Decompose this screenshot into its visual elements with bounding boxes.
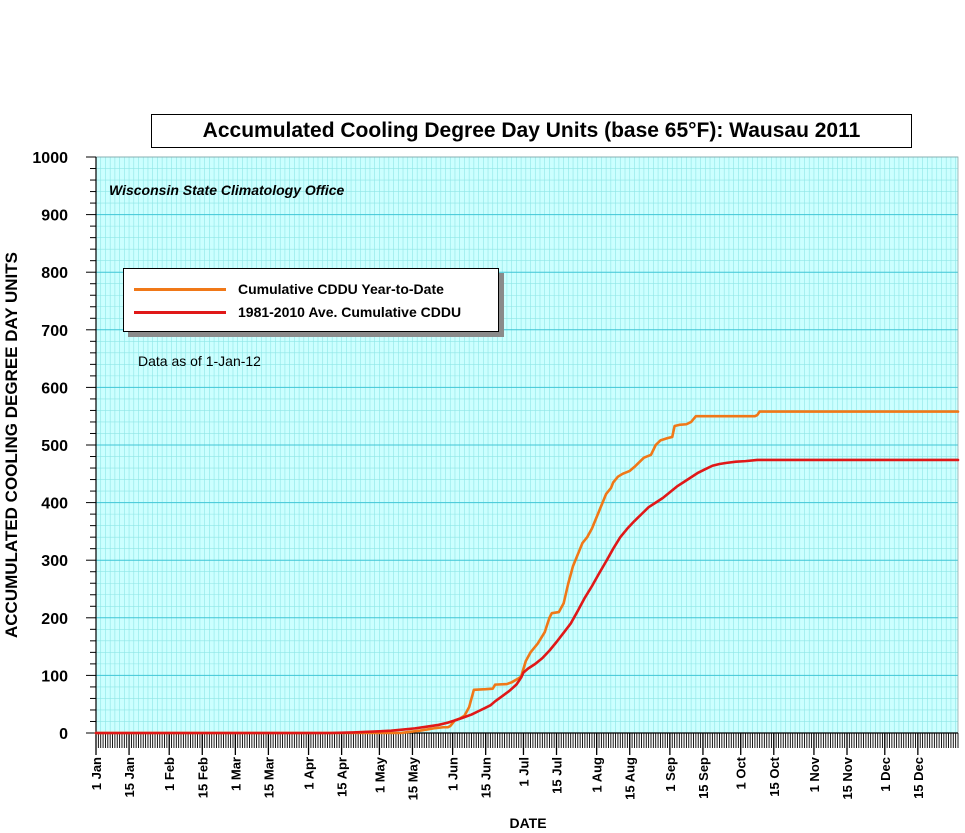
series-line-average bbox=[94, 458, 960, 735]
y-tick-label: 900 bbox=[41, 208, 68, 225]
source-note: Wisconsin State Climatology Office bbox=[109, 182, 345, 198]
legend-label-average: 1981-2010 Ave. Cumulative CDDU bbox=[238, 304, 462, 320]
y-tick-label: 1000 bbox=[32, 150, 68, 167]
y-tick-label: 700 bbox=[41, 323, 68, 340]
x-tick-label: 1 Feb bbox=[162, 757, 177, 791]
data-as-of-note: Data as of 1-Jan-12 bbox=[138, 353, 261, 369]
legend-item-ytd: Cumulative CDDU Year-to-Date bbox=[134, 281, 444, 297]
legend-swatch-ytd bbox=[134, 287, 226, 291]
x-tick-label: 1 Jun bbox=[446, 757, 461, 791]
x-tick-label: 15 Sep bbox=[696, 757, 711, 799]
y-axis-label: ACCUMULATED COOLING DEGREE DAY UNITS bbox=[2, 252, 21, 638]
y-axis: 0 100 200 300 400 500 600 700 800 900 1000 bbox=[32, 150, 97, 743]
x-tick-label: 1 Apr bbox=[302, 757, 317, 790]
x-tick-label: 15 Feb bbox=[195, 757, 210, 798]
x-tick-label: 1 Nov bbox=[807, 756, 822, 792]
y-tick-label: 500 bbox=[41, 438, 68, 455]
x-tick-label: 1 Oct bbox=[734, 756, 749, 789]
x-tick-label: 1 Jan bbox=[89, 757, 104, 790]
legend-swatch-average bbox=[134, 310, 226, 314]
legend: Cumulative CDDU Year-to-Date 1981-2010 A… bbox=[123, 268, 499, 332]
x-tick-label: 15 May bbox=[405, 756, 420, 800]
x-tick-label: 1 Jul bbox=[516, 757, 531, 787]
x-tick-label: 15 Mar bbox=[261, 757, 276, 798]
x-tick-label: 15 Dec bbox=[911, 757, 926, 799]
y-tick-label: 600 bbox=[41, 380, 68, 397]
x-tick-label: 15 Oct bbox=[767, 756, 782, 796]
y-tick-label: 100 bbox=[41, 668, 68, 685]
y-tick-label: 800 bbox=[41, 265, 68, 282]
series-lines bbox=[94, 410, 960, 735]
chart-title: Accumulated Cooling Degree Day Units (ba… bbox=[151, 114, 912, 148]
x-tick-label: 1 Aug bbox=[590, 757, 605, 793]
y-tick-label: 200 bbox=[41, 611, 68, 628]
y-tick-label: 300 bbox=[41, 553, 68, 570]
x-axis-label: DATE bbox=[509, 815, 547, 831]
x-tick-label: 15 Jul bbox=[550, 757, 565, 794]
x-minor-ticks bbox=[95, 733, 959, 748]
x-tick-label: 15 Jan bbox=[122, 757, 137, 798]
x-tick-label: 15 Aug bbox=[623, 757, 638, 800]
x-tick-label: 15 Apr bbox=[335, 757, 350, 797]
x-tick-label: 1 May bbox=[372, 756, 387, 793]
x-tick-label: 1 Sep bbox=[663, 757, 678, 792]
y-tick-label: 0 bbox=[59, 726, 68, 743]
x-tick-label: 15 Nov bbox=[840, 756, 855, 799]
legend-label-ytd: Cumulative CDDU Year-to-Date bbox=[238, 281, 444, 297]
x-tick-label: 1 Dec bbox=[878, 757, 893, 792]
y-tick-label: 400 bbox=[41, 496, 68, 513]
x-day-ticks bbox=[95, 733, 959, 748]
x-tick-label: 1 Mar bbox=[228, 757, 243, 791]
legend-item-average: 1981-2010 Ave. Cumulative CDDU bbox=[134, 304, 461, 320]
chart-title-text: Accumulated Cooling Degree Day Units (ba… bbox=[202, 119, 861, 142]
x-axis: 1 Jan 15 Jan 1 Feb 15 Feb 1 Mar 15 Mar 1 Apr 15… bbox=[89, 732, 958, 800]
x-tick-label: 15 Jun bbox=[479, 757, 494, 798]
